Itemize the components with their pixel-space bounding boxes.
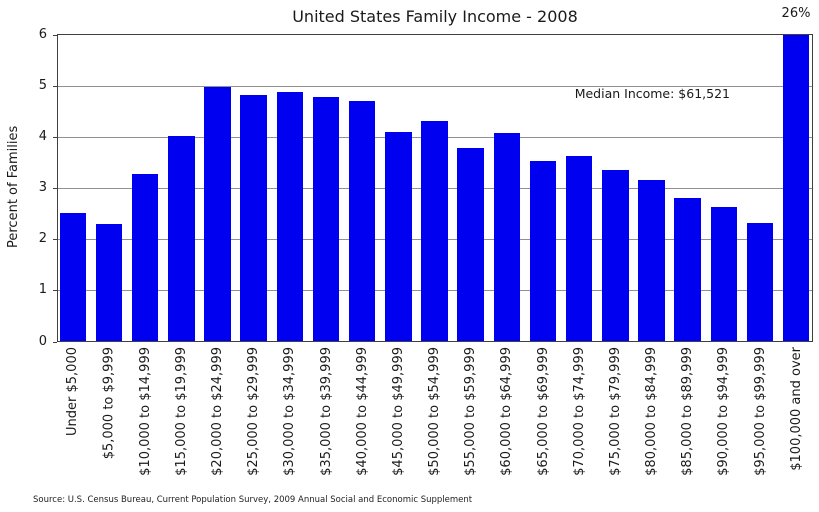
x-tick-label: $15,000 to $19,999 <box>173 347 189 476</box>
y-tick-mark <box>53 136 57 138</box>
y-tick-label: 4 <box>38 128 47 144</box>
x-tick-label: $45,000 to $49,999 <box>390 347 406 476</box>
y-tick-label: 1 <box>38 282 47 298</box>
y-tick-mark <box>53 85 57 87</box>
bar <box>240 95 267 341</box>
bar <box>131 174 159 341</box>
x-tick-label: $90,000 to $94,999 <box>716 347 732 476</box>
y-tick-mark <box>53 239 57 241</box>
bar <box>168 136 195 341</box>
x-tick-label: $30,000 to $34,999 <box>282 347 298 476</box>
x-tick-label: $10,000 to $14,999 <box>137 347 153 476</box>
y-tick-label: 2 <box>38 231 47 247</box>
bar <box>565 156 593 341</box>
bar <box>493 133 521 341</box>
bar <box>457 148 484 341</box>
bar <box>602 170 629 341</box>
x-tick-label: Under $5,000 <box>65 347 81 436</box>
x-tick-label: $25,000 to $29,999 <box>246 347 262 476</box>
bar <box>710 207 738 341</box>
y-axis: 0 1 2 3 4 5 6 <box>0 0 57 400</box>
median-income-annotation: Median Income: $61,521 <box>574 86 730 101</box>
x-tick-label: $55,000 to $59,999 <box>463 347 479 476</box>
source-note: Source: U.S. Census Bureau, Current Popu… <box>33 495 473 505</box>
bar <box>276 92 304 341</box>
bar <box>312 97 340 341</box>
x-tick-label: $60,000 to $64,999 <box>499 347 515 476</box>
x-tick-label: $50,000 to $54,999 <box>426 347 442 476</box>
bar <box>421 121 448 341</box>
bar <box>674 198 701 341</box>
x-tick-label: $85,000 to $89,999 <box>680 347 696 476</box>
gridline <box>58 85 812 87</box>
x-tick-label: $80,000 to $84,999 <box>643 347 659 476</box>
x-tick-label: $5,000 to $9,999 <box>101 347 117 460</box>
x-tick-label: $70,000 to $74,999 <box>571 347 587 476</box>
bar <box>782 35 810 341</box>
top-bar-value-label: 26% <box>781 6 811 21</box>
plot-area: Median Income: $61,521 <box>57 34 813 342</box>
bar <box>204 87 231 341</box>
y-tick-mark <box>53 290 57 292</box>
bar <box>638 180 665 341</box>
x-axis: Under $5,000 $5,000 to $9,999 $10,000 to $… <box>58 347 812 487</box>
y-tick-label: 5 <box>38 77 47 93</box>
x-tick-label: $65,000 to $69,999 <box>535 347 551 476</box>
chart-title: United States Family Income - 2008 <box>292 7 578 26</box>
y-tick-label: 3 <box>38 180 47 195</box>
y-tick-mark <box>53 188 57 189</box>
y-tick-label: 0 <box>38 333 47 349</box>
bar <box>529 161 557 341</box>
y-tick-mark <box>53 34 57 36</box>
bar <box>746 223 774 341</box>
x-tick-label: $35,000 to $39,999 <box>318 347 334 476</box>
x-tick-label: $20,000 to $24,999 <box>209 347 225 476</box>
x-tick-label: $100,000 and over <box>788 347 804 471</box>
x-tick-label: $75,000 to $79,999 <box>607 347 623 476</box>
x-tick-label: $40,000 to $44,999 <box>354 347 370 476</box>
bar <box>95 224 123 341</box>
y-tick-mark <box>53 341 57 343</box>
bar <box>59 213 86 341</box>
bar <box>348 101 376 341</box>
y-tick-label: 6 <box>38 26 47 42</box>
x-tick-label: $95,000 to $99,999 <box>752 347 768 476</box>
bar <box>385 132 412 341</box>
